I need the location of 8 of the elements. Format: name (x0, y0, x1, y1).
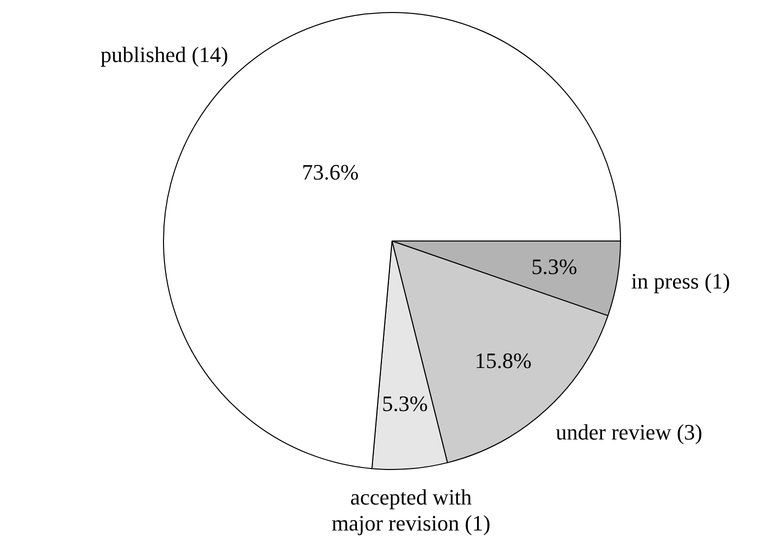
slice-label: published (14) (100, 42, 228, 68)
data-label: 5.3% (531, 254, 578, 280)
slice-label: under review (3) (556, 420, 702, 445)
data-label: 5.3% (382, 390, 428, 416)
slice-label: accepted with major revision (1) (332, 484, 490, 536)
data-label: 73.6% (302, 159, 359, 184)
data-label: 15.8% (474, 348, 532, 374)
slice-label: in press (1) (631, 268, 730, 294)
